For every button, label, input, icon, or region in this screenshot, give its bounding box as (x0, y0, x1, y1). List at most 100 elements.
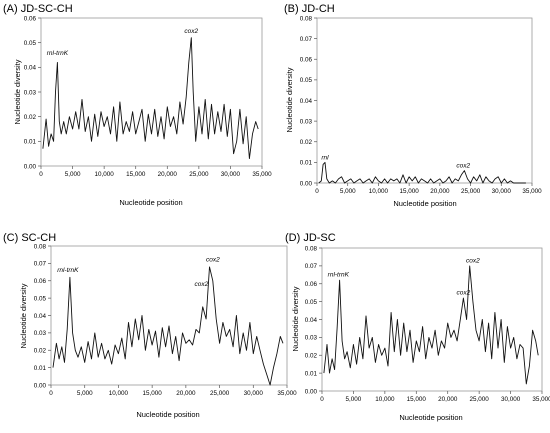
y-tick-label: 0.07 (34, 261, 47, 268)
x-tick-label: 35,000 (277, 390, 297, 397)
annotation-label: rnl-trnK (328, 272, 350, 279)
y-tick-label: 0.00 (300, 180, 313, 187)
x-tick-label: 20,000 (430, 188, 450, 195)
annotation-label: rnl-trnK (47, 50, 69, 57)
y-tick-label: 0.05 (305, 299, 318, 306)
series-line (52, 266, 284, 386)
panel-title: (B) JD-CH (284, 3, 335, 15)
y-tick-label: 0.03 (305, 335, 318, 342)
y-tick-label: 0.02 (34, 348, 47, 355)
y-axis-label: Nucleotide diversity (13, 59, 22, 124)
plot-frame (316, 17, 533, 184)
x-tick-label: 20,000 (158, 171, 178, 178)
chart-panel-4: (D) JD-SC 0.00 0.01 0.02 0.03 0.04 0.05 0.06 0.0… (285, 232, 550, 422)
y-tick-label: 0.04 (305, 317, 318, 324)
x-tick-label: 0 (320, 396, 324, 403)
y-tick-label: 0.01 (300, 160, 313, 167)
x-tick-label: 25,000 (470, 396, 490, 403)
panel-title: (D) JD-SC (285, 232, 336, 244)
y-tick-label: 0.00 (24, 163, 37, 170)
y-tick-label: 0.06 (24, 15, 37, 22)
annotation-label: cox2 (184, 28, 198, 35)
x-tick-label: 25,000 (461, 188, 481, 195)
x-tick-label: 15,000 (143, 390, 163, 397)
y-tick-label: 0.07 (300, 36, 313, 43)
x-tick-label: 30,000 (221, 171, 241, 178)
x-tick-label: 20,000 (438, 396, 458, 403)
x-tick-label: 5,000 (346, 396, 362, 403)
chart-panel-1: (A) JD-SC-CH 0.00 0.01 0.02 0.03 0.04 0.05 0.06… (3, 3, 272, 207)
y-tick-label: 0.08 (305, 245, 318, 252)
plot-frame (50, 245, 288, 386)
panel-title: (C) SC-CH (3, 232, 56, 244)
y-tick-label: 0.05 (24, 40, 37, 47)
x-tick-label: 10,000 (109, 390, 129, 397)
x-tick-label: 15,000 (407, 396, 427, 403)
x-tick-label: 35,000 (252, 171, 272, 178)
annotation-label: rnl-trnK (57, 267, 79, 274)
y-tick-label: 0.08 (300, 15, 313, 22)
x-tick-label: 10,000 (95, 171, 115, 178)
x-tick-label: 15,000 (126, 171, 146, 178)
x-tick-label: 35,000 (532, 396, 550, 403)
y-tick-label: 0.05 (34, 295, 47, 302)
x-tick-label: 35,000 (522, 188, 542, 195)
x-tick-label: 20,000 (176, 390, 196, 397)
y-axis-label: Nucleotide diversity (19, 283, 28, 348)
x-tick-label: 30,000 (501, 396, 521, 403)
y-tick-label: 0.04 (24, 65, 37, 72)
x-axis-label: Nucleotide position (119, 198, 182, 207)
x-tick-label: 0 (315, 188, 319, 195)
annotation-label: cox2 (457, 289, 471, 296)
x-tick-label: 5,000 (340, 188, 356, 195)
y-tick-label: 0.07 (305, 263, 318, 270)
plot-frame (40, 17, 263, 167)
y-tick-label: 0.00 (34, 382, 47, 389)
y-tick-label: 0.05 (300, 77, 313, 84)
annotation-label: cox2 (194, 281, 208, 288)
y-tick-label: 0.03 (34, 330, 47, 337)
annotation-label: cox2 (466, 257, 480, 264)
series-line (323, 265, 539, 385)
annotation-label: cox2 (456, 163, 470, 170)
plot-frame (321, 247, 543, 392)
x-tick-label: 10,000 (369, 188, 389, 195)
x-tick-label: 15,000 (400, 188, 420, 195)
x-tick-label: 30,000 (244, 390, 264, 397)
x-tick-label: 10,000 (375, 396, 395, 403)
x-axis-label: Nucleotide position (393, 199, 456, 208)
x-tick-label: 25,000 (189, 171, 209, 178)
x-tick-label: 0 (39, 171, 43, 178)
y-tick-label: 0.06 (300, 57, 313, 64)
annotation-label: rnl (321, 154, 329, 161)
y-tick-label: 0.00 (305, 388, 318, 395)
chart-panel-3: (C) SC-CH 0.00 0.01 0.02 0.03 0.04 0.05 0.06 0.0… (3, 232, 297, 419)
series-line (318, 161, 526, 184)
x-tick-label: 5,000 (65, 171, 81, 178)
x-axis-label: Nucleotide position (399, 413, 462, 422)
y-tick-label: 0.02 (300, 139, 313, 146)
y-tick-label: 0.01 (305, 370, 318, 377)
y-axis-label: Nucleotide diversity (291, 286, 300, 351)
x-axis-label: Nucleotide position (136, 410, 199, 419)
y-tick-label: 0.04 (300, 98, 313, 105)
y-tick-label: 0.06 (305, 281, 318, 288)
y-axis-label: Nucleotide diversity (285, 67, 294, 132)
y-tick-label: 0.04 (34, 313, 47, 320)
x-tick-label: 30,000 (492, 188, 512, 195)
x-tick-label: 0 (49, 390, 53, 397)
y-tick-label: 0.03 (24, 89, 37, 96)
y-tick-label: 0.01 (24, 139, 37, 146)
y-tick-label: 0.01 (34, 365, 47, 372)
annotation-label: cox2 (206, 257, 220, 264)
x-tick-label: 25,000 (210, 390, 230, 397)
y-tick-label: 0.03 (300, 118, 313, 125)
series-line (42, 37, 259, 160)
y-tick-label: 0.06 (34, 278, 47, 285)
y-tick-label: 0.02 (305, 353, 318, 360)
panel-title: (A) JD-SC-CH (3, 3, 73, 15)
y-tick-label: 0.08 (34, 243, 47, 250)
x-tick-label: 5,000 (77, 390, 93, 397)
chart-panel-2: (B) JD-CH 0.00 0.01 0.02 0.03 0.04 0.05 0.06 0.0… (284, 3, 542, 208)
